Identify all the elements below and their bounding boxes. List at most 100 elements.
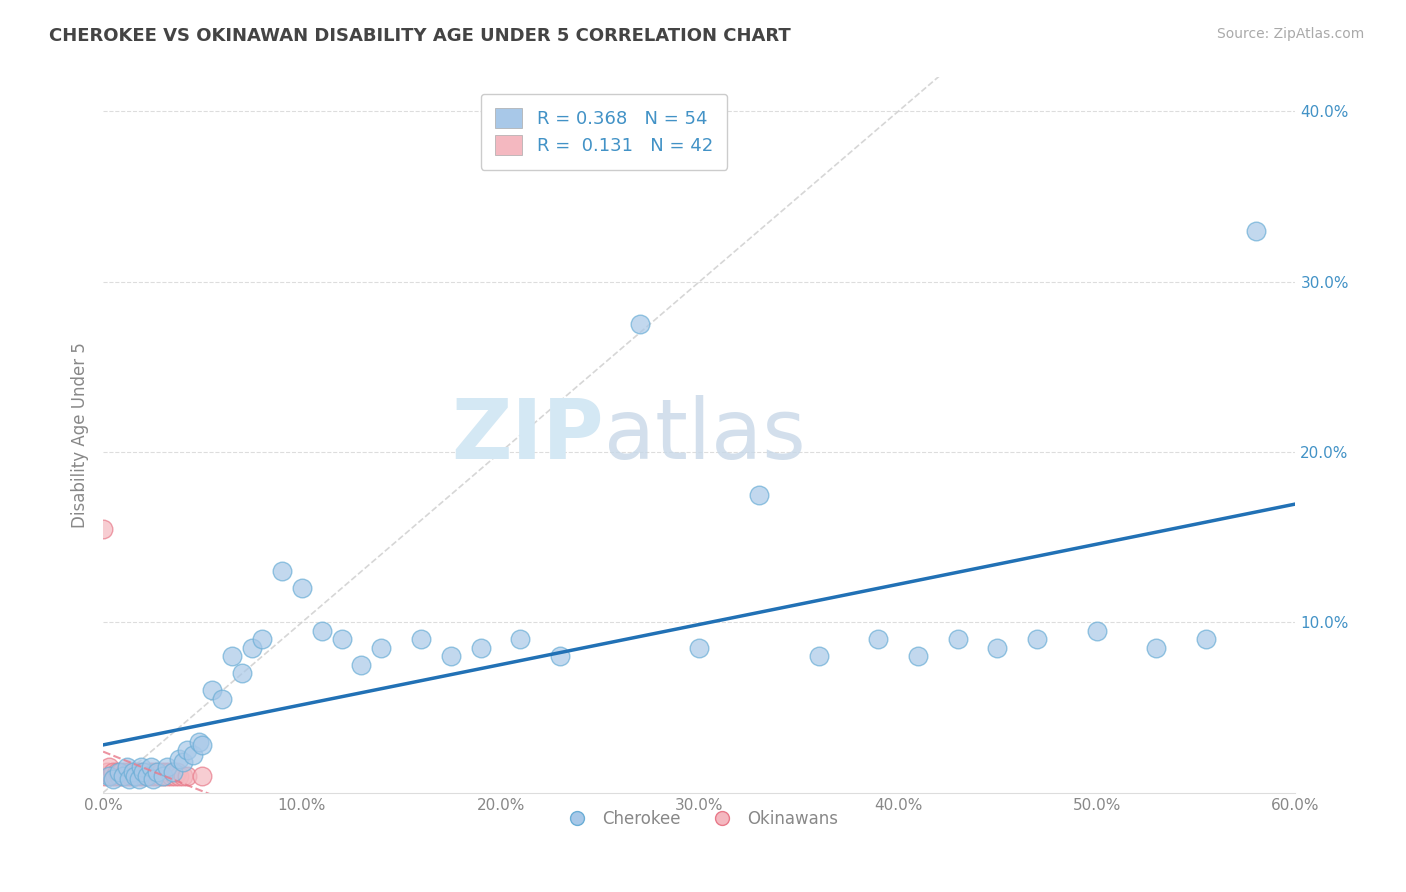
Point	[96, 765, 118, 780]
Point	[807, 649, 830, 664]
Point	[132, 765, 155, 780]
Point	[105, 765, 128, 780]
Point	[440, 649, 463, 664]
Point	[1195, 632, 1218, 647]
Point	[1244, 224, 1267, 238]
Point	[509, 632, 531, 647]
Point	[311, 624, 333, 638]
Point	[946, 632, 969, 647]
Point	[132, 769, 155, 783]
Point	[157, 765, 180, 780]
Point	[118, 765, 141, 780]
Point	[291, 582, 314, 596]
Point	[124, 769, 146, 783]
Point	[240, 640, 263, 655]
Point	[156, 760, 179, 774]
Point	[191, 738, 214, 752]
Point	[250, 632, 273, 647]
Point	[101, 765, 124, 780]
Point	[201, 683, 224, 698]
Point	[350, 657, 373, 672]
Point	[101, 772, 124, 786]
Point	[688, 640, 710, 655]
Point	[409, 632, 432, 647]
Point	[231, 666, 253, 681]
Point	[148, 769, 170, 783]
Point	[122, 765, 145, 780]
Point	[142, 772, 165, 786]
Point	[548, 649, 571, 664]
Point	[176, 769, 198, 783]
Point	[470, 640, 492, 655]
Point	[163, 769, 186, 783]
Point	[1026, 632, 1049, 647]
Point	[114, 765, 136, 780]
Point	[129, 760, 152, 774]
Point	[122, 765, 145, 780]
Point	[104, 769, 127, 783]
Point	[111, 769, 134, 783]
Point	[211, 692, 233, 706]
Point	[221, 649, 243, 664]
Point	[139, 769, 162, 783]
Point	[330, 632, 353, 647]
Point	[271, 564, 294, 578]
Point	[167, 769, 190, 783]
Point	[152, 769, 174, 783]
Point	[146, 765, 169, 780]
Point	[120, 769, 142, 783]
Point	[167, 751, 190, 765]
Point	[110, 765, 132, 780]
Point	[176, 743, 198, 757]
Point	[125, 765, 148, 780]
Text: CHEROKEE VS OKINAWAN DISABILITY AGE UNDER 5 CORRELATION CHART: CHEROKEE VS OKINAWAN DISABILITY AGE UNDE…	[49, 27, 792, 45]
Point	[153, 765, 176, 780]
Point	[139, 760, 162, 774]
Point	[128, 772, 150, 786]
Point	[134, 765, 156, 780]
Point	[100, 769, 122, 783]
Point	[748, 488, 770, 502]
Point	[94, 769, 117, 783]
Point	[149, 765, 172, 780]
Point	[115, 769, 138, 783]
Point	[166, 765, 188, 780]
Y-axis label: Disability Age Under 5: Disability Age Under 5	[72, 343, 89, 528]
Point	[129, 765, 152, 780]
Point	[986, 640, 1008, 655]
Point	[156, 769, 179, 783]
Point	[628, 318, 651, 332]
Legend: Cherokee, Okinawans: Cherokee, Okinawans	[554, 803, 845, 834]
Point	[187, 734, 209, 748]
Point	[159, 769, 181, 783]
Point	[162, 765, 184, 780]
Point	[907, 649, 929, 664]
Point	[191, 769, 214, 783]
Point	[370, 640, 392, 655]
Point	[181, 748, 204, 763]
Text: Source: ZipAtlas.com: Source: ZipAtlas.com	[1216, 27, 1364, 41]
Point	[108, 765, 131, 780]
Point	[108, 769, 131, 783]
Point	[146, 765, 169, 780]
Point	[124, 769, 146, 783]
Text: ZIP: ZIP	[451, 394, 605, 475]
Point	[135, 769, 157, 783]
Point	[143, 769, 166, 783]
Point	[162, 765, 184, 780]
Point	[172, 755, 194, 769]
Point	[118, 772, 141, 786]
Point	[868, 632, 890, 647]
Point	[98, 769, 121, 783]
Point	[91, 522, 114, 536]
Point	[115, 760, 138, 774]
Point	[172, 769, 194, 783]
Point	[111, 769, 134, 783]
Point	[135, 769, 157, 783]
Point	[98, 760, 121, 774]
Point	[152, 769, 174, 783]
Text: atlas: atlas	[605, 394, 806, 475]
Point	[1085, 624, 1108, 638]
Point	[142, 765, 165, 780]
Point	[128, 769, 150, 783]
